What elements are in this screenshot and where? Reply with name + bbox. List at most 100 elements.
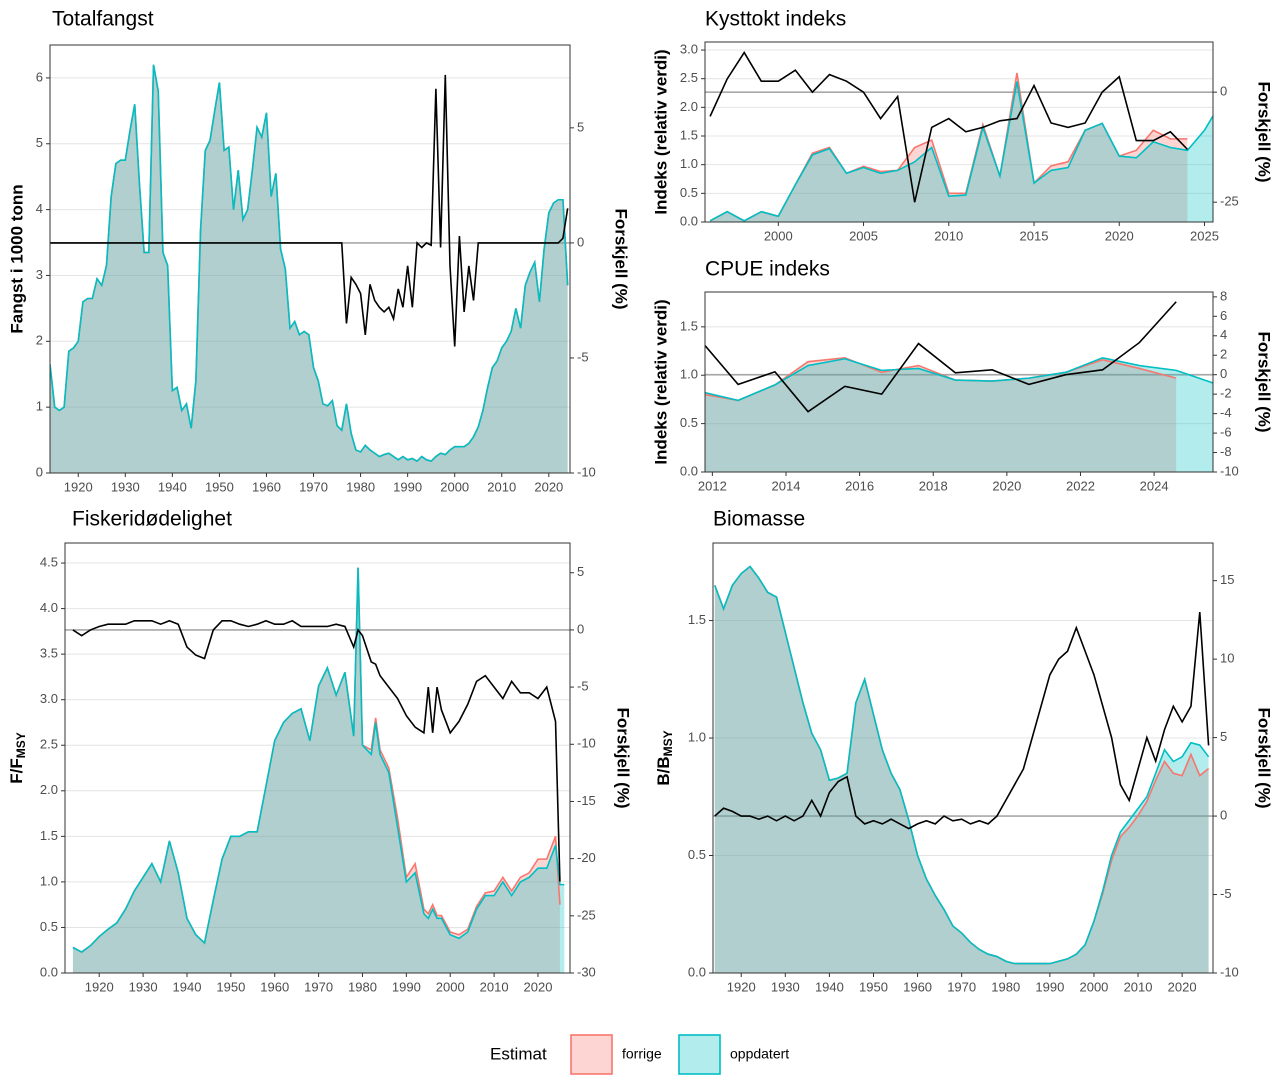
legend-label: forrige (622, 1046, 662, 1062)
y-axis-title: Fangst i 1000 tonn (7, 184, 26, 333)
panel (713, 565, 1213, 973)
y-tick-label: 1.0 (40, 873, 58, 888)
y-tick-label: 0.0 (680, 463, 698, 478)
panel (65, 562, 570, 973)
x-tick-label: 1950 (216, 979, 245, 994)
y-tick-label: 3.0 (680, 41, 698, 56)
x-tick-label: 1980 (348, 979, 377, 994)
y2-tick-label: -8 (1220, 444, 1232, 459)
y-tick-label: 0.5 (680, 185, 698, 200)
x-tick-label: 1940 (815, 979, 844, 994)
legend-key (570, 1034, 613, 1075)
y2-tick-label: -10 (577, 464, 596, 479)
y-tick-label: 2 (36, 333, 43, 348)
x-tick-label: 1990 (393, 479, 422, 494)
x-tick-label: 1970 (299, 479, 328, 494)
y-tick-label: 1.0 (688, 729, 706, 744)
x-tick-label: 1980 (346, 479, 375, 494)
x-tick-label: 1960 (260, 979, 289, 994)
area-fill (710, 72, 1188, 222)
diff (714, 611, 1210, 830)
y2-axis-title: Forskjell (%) (1255, 81, 1274, 182)
y2-tick-label: -25 (1220, 194, 1239, 209)
y-tick-label: 2.0 (680, 99, 698, 114)
panel-border (49, 44, 571, 474)
legend-label: oppdatert (730, 1046, 789, 1062)
y2-tick-label: 6 (1220, 308, 1227, 323)
fills (710, 72, 1213, 222)
area-fill (714, 566, 1209, 973)
x-tick-label: 2020 (534, 479, 563, 494)
y2-tick-label: 4 (1220, 327, 1227, 342)
area-fill (710, 81, 1213, 222)
y2-tick-label: -5 (1220, 886, 1232, 901)
fills (72, 567, 565, 973)
area-fill (714, 566, 1209, 973)
x-tick-label: 1990 (392, 979, 421, 994)
y2-tick-label: -10 (1220, 463, 1239, 478)
x-tick-label: 1920 (85, 979, 114, 994)
y-tick-label: 3.5 (40, 646, 58, 661)
y2-tick-label: 0 (577, 621, 584, 636)
y-tick-label: 2.5 (680, 70, 698, 85)
y-tick-label: 0.0 (680, 213, 698, 228)
area-line (709, 81, 1213, 222)
x-tick-label: 2010 (487, 479, 516, 494)
x-tick-label: 1930 (111, 479, 140, 494)
area-line (50, 64, 569, 463)
y-tick-label: 1.0 (680, 367, 698, 382)
y2-tick-label: 0 (1220, 366, 1227, 381)
area-line (705, 356, 1213, 402)
x-tick-label: 2020 (1105, 228, 1134, 243)
y-axis-title: F/FMSY (7, 732, 28, 784)
difference-line (50, 74, 569, 347)
y2-tick-label: 8 (1220, 288, 1227, 303)
x-tick-label: 2000 (436, 979, 465, 994)
x-tick-label: 2000 (1079, 979, 1108, 994)
y2-tick-label: 5 (577, 119, 584, 134)
diff (50, 74, 569, 347)
y-tick-label: 0.5 (680, 415, 698, 430)
y-axis-title: Indeks (relativ verdi) (651, 299, 670, 464)
chart-title: Totalfangst (52, 8, 154, 31)
y2-tick-label: 5 (577, 564, 584, 579)
legend-key (678, 1034, 721, 1075)
x-tick-label: 1930 (129, 979, 158, 994)
y-tick-label: 5 (36, 135, 43, 150)
x-tick-label: 1960 (252, 479, 281, 494)
area-fill (72, 567, 560, 973)
chart-title: Kysttokt indeks (705, 8, 846, 31)
y2-tick-label: -30 (577, 964, 596, 979)
chart-title: Biomasse (713, 508, 805, 531)
x-tick-label: 1970 (947, 979, 976, 994)
x-tick-label: 1920 (64, 479, 93, 494)
y2-tick-label: -10 (577, 736, 596, 751)
panel (50, 64, 570, 473)
area-fill (705, 357, 1177, 472)
lines (50, 64, 569, 463)
y2-tick-label: -6 (1220, 425, 1232, 440)
y2-tick-label: 0 (1220, 808, 1227, 823)
difference-line (714, 611, 1210, 830)
y2-axis-title: Forskjell (%) (1255, 707, 1274, 808)
area-line (72, 567, 565, 953)
fills (714, 566, 1209, 973)
chart-title: CPUE indeks (705, 258, 830, 281)
panel (705, 301, 1213, 472)
diff (72, 619, 561, 882)
x-tick-label: 1950 (859, 979, 888, 994)
y2-tick-label: 0 (1220, 84, 1227, 99)
area-line (714, 565, 1210, 965)
difference-line (705, 301, 1177, 413)
x-tick-label: 1970 (304, 979, 333, 994)
x-tick-label: 2020 (1168, 979, 1197, 994)
x-tick-label: 1950 (205, 479, 234, 494)
y-tick-label: 6 (36, 69, 43, 84)
x-tick-label: 1940 (173, 979, 202, 994)
lines (714, 565, 1210, 965)
y2-tick-label: -5 (577, 349, 589, 364)
y2-axis-title: Forskjell (%) (1255, 331, 1274, 432)
panel-border (704, 41, 1214, 223)
y-tick-label: 0.0 (688, 964, 706, 979)
